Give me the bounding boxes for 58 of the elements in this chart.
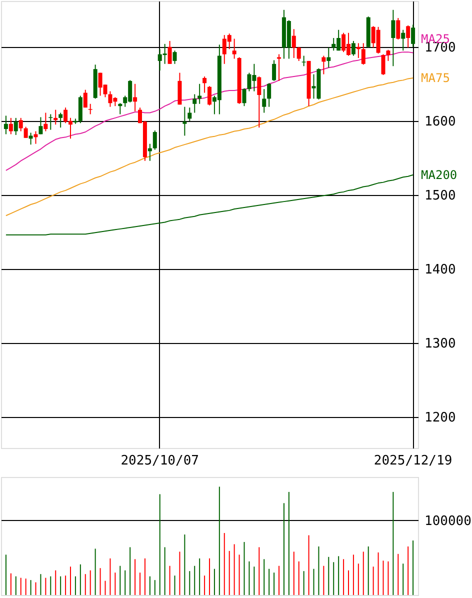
candlestick: [322, 55, 326, 75]
candlestick: [182, 106, 187, 136]
candlestick: [34, 130, 38, 144]
candlestick: [262, 88, 266, 114]
candlestick: [172, 50, 177, 64]
candlestick: [4, 115, 8, 135]
candlestick: [83, 89, 88, 108]
candlestick: [18, 117, 23, 132]
candlestick: [302, 55, 306, 67]
candlestick: [277, 54, 281, 82]
candlestick: [257, 76, 262, 128]
candlestick: [296, 46, 301, 62]
candlestick: [406, 24, 410, 48]
candlestick: [232, 38, 236, 60]
candlestick: [391, 9, 396, 67]
candlestick: [188, 107, 192, 122]
y-tick-label: 1300: [424, 336, 456, 352]
candlestick: [38, 116, 43, 135]
candlestick: [168, 40, 172, 64]
candlestick: [202, 76, 207, 94]
candlestick: [28, 132, 33, 146]
candlestick: [242, 88, 246, 107]
candlestick: [152, 130, 157, 150]
candlestick: [272, 60, 276, 82]
y-tick-label: 1400: [424, 262, 456, 278]
candlestick: [178, 72, 182, 106]
x-tick-label: 2025/10/07: [120, 454, 199, 468]
x-tick-label: 2025/12/19: [374, 454, 452, 468]
y-tick-label: 100000: [424, 514, 472, 529]
series-label: MA200: [421, 168, 458, 182]
candlestick: [292, 28, 296, 58]
candlestick: [396, 18, 400, 40]
candlestick: [133, 83, 138, 112]
line-series: [5, 174, 414, 236]
candlestick: [198, 83, 202, 104]
candlestick: [386, 49, 390, 62]
candlestick: [381, 54, 386, 76]
candlestick: [208, 86, 212, 106]
y-tick-label: 1600: [424, 114, 456, 130]
candlestick: [78, 95, 82, 124]
candlestick: [401, 29, 406, 52]
y-tick-label: 1500: [424, 188, 456, 204]
candlestick: [48, 114, 53, 130]
candlestick: [351, 40, 356, 56]
candlestick: [361, 42, 366, 66]
candlestick: [88, 103, 92, 115]
line-series: [5, 77, 414, 216]
candlestick: [411, 24, 416, 48]
candlestick: [24, 126, 28, 138]
series-label: MA75: [421, 70, 450, 85]
candlestick: [44, 112, 48, 132]
candlestick: [192, 94, 197, 114]
candlestick: [58, 112, 63, 128]
y-tick-label: 1200: [424, 410, 456, 426]
candlestick: [8, 117, 13, 135]
candlestick: [14, 117, 18, 136]
candlestick: [267, 82, 272, 108]
candlestick: [326, 47, 331, 68]
